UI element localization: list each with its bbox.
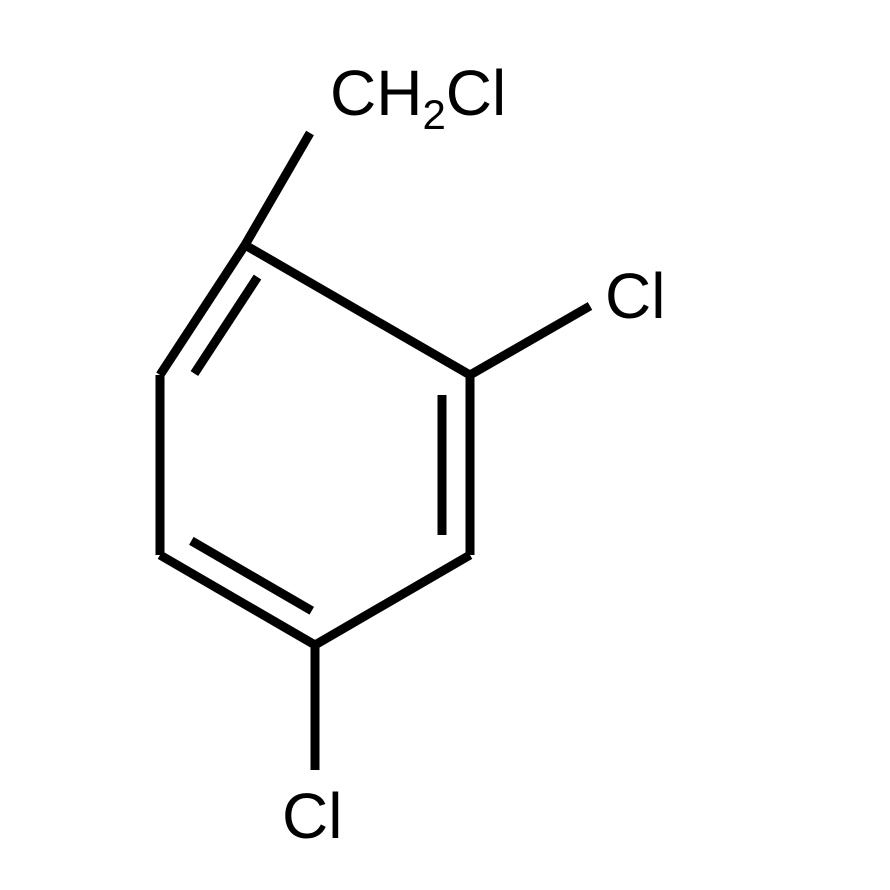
- molecule-diagram: CH2Cl Cl Cl: [0, 0, 890, 890]
- ch2cl-group-label: CH2Cl: [330, 57, 506, 138]
- ring-bond-3-inner: [191, 541, 311, 611]
- cl-para-label: Cl: [282, 780, 342, 852]
- cl-ortho-label: Cl: [605, 260, 665, 332]
- ring-bond-2: [315, 555, 470, 645]
- ch2cl-group-bond: [245, 133, 310, 245]
- cl-ortho-bond: [470, 306, 590, 375]
- ring-bond-0: [245, 245, 470, 375]
- ring-bond-5-inner: [194, 277, 257, 374]
